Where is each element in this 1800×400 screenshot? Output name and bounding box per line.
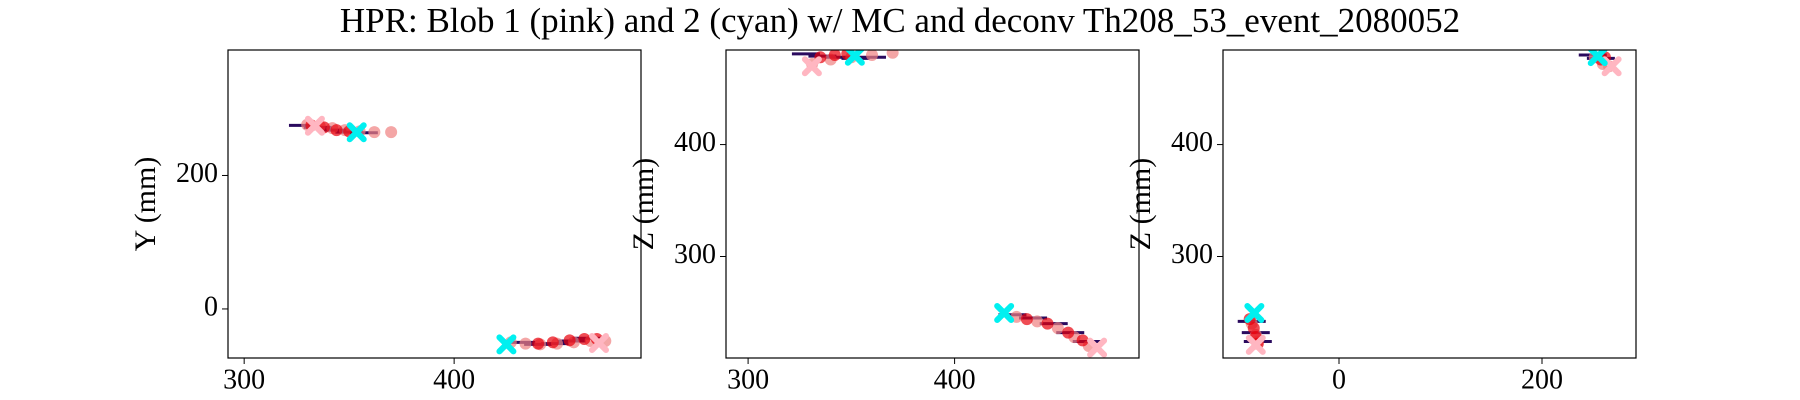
y-axis-label: Z (mm) xyxy=(1124,158,1157,250)
track-point xyxy=(578,332,591,345)
axes-frame xyxy=(1222,49,1637,359)
plot-area xyxy=(791,50,1108,358)
x-tick-label: 400 xyxy=(433,364,475,395)
track-point xyxy=(330,124,343,137)
y-tick-label: 300 xyxy=(1171,239,1213,270)
y-tick-label: 200 xyxy=(176,158,218,189)
track-point xyxy=(1031,315,1044,328)
blob-marker xyxy=(1087,337,1108,358)
x-tick-label: 300 xyxy=(727,364,769,395)
track-point xyxy=(368,126,381,139)
x-tick-label: 0 xyxy=(1332,364,1346,395)
track-point xyxy=(1041,317,1054,330)
track-point xyxy=(1051,322,1064,335)
track-point xyxy=(865,50,878,62)
track-point xyxy=(519,337,532,350)
blob-marker xyxy=(1245,334,1266,355)
track-point xyxy=(828,50,841,62)
blob-marker xyxy=(844,50,865,66)
y-tick-label: 0 xyxy=(204,291,218,322)
figure-title: HPR: Blob 1 (pink) and 2 (cyan) w/ MC an… xyxy=(340,1,1460,40)
y-axis-label: Z (mm) xyxy=(627,158,660,250)
track-point xyxy=(1247,322,1260,335)
y-tick-label: 400 xyxy=(1171,127,1213,158)
y-tick-label: 400 xyxy=(674,127,716,158)
x-tick-label: 400 xyxy=(934,364,976,395)
axes-frame xyxy=(725,49,1140,359)
track-point xyxy=(1076,334,1089,347)
blob-marker xyxy=(994,303,1015,324)
x-tick-label: 200 xyxy=(1521,364,1563,395)
blob-marker xyxy=(801,56,822,77)
track-point xyxy=(563,334,576,347)
blob-marker xyxy=(589,332,610,353)
y-tick-label: 300 xyxy=(674,239,716,270)
blob-marker xyxy=(496,334,517,355)
axes-frame xyxy=(227,49,642,359)
track-point xyxy=(385,126,398,139)
x-tick-label: 300 xyxy=(223,364,265,395)
blob-marker xyxy=(1587,50,1608,67)
track-point xyxy=(532,337,545,350)
track-point xyxy=(1020,313,1033,326)
track-point xyxy=(886,50,899,59)
track-point xyxy=(1062,326,1075,339)
plot-area xyxy=(1237,50,1622,355)
track-point xyxy=(546,336,559,349)
plot-area xyxy=(288,115,612,355)
blob-marker xyxy=(346,122,367,143)
y-axis-label: Y (mm) xyxy=(129,157,162,252)
blob-marker xyxy=(1244,303,1265,324)
blob-marker xyxy=(304,115,325,136)
